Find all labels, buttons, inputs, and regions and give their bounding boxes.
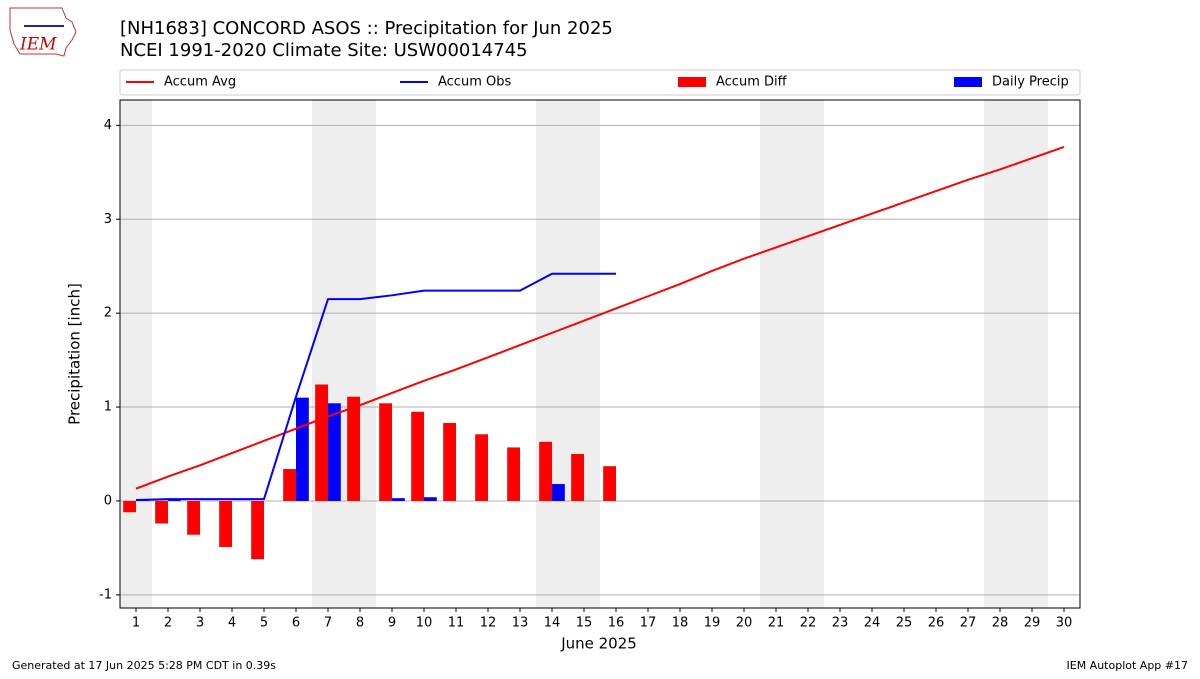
x-tick-label: 11 <box>448 616 465 631</box>
x-tick-label: 8 <box>356 616 364 631</box>
legend-swatch <box>678 77 706 87</box>
x-axis-label: June 2025 <box>560 635 637 653</box>
plot-frame <box>119 99 1081 609</box>
weekend-shade <box>536 100 600 608</box>
x-tick-label: 7 <box>324 616 332 631</box>
bar <box>315 384 328 501</box>
bar <box>411 411 424 501</box>
y-axis-label: Precipitation [inch] <box>66 283 84 425</box>
bar <box>296 397 309 501</box>
y-tick-label: 4 <box>104 118 112 133</box>
bar <box>168 500 181 501</box>
x-tick-label: 30 <box>1056 616 1073 631</box>
logo: IEM <box>9 7 77 57</box>
logo-text: IEM <box>19 35 57 55</box>
bar <box>392 498 405 501</box>
bar <box>603 466 616 501</box>
weekend-shade <box>312 100 376 608</box>
bar <box>507 447 520 501</box>
bar <box>219 500 232 547</box>
x-tick-label: 5 <box>260 616 268 631</box>
x-tick-label: 27 <box>960 616 977 631</box>
y-tick-label: 2 <box>104 306 112 321</box>
bar <box>155 500 168 524</box>
weekend-shade <box>760 100 824 608</box>
x-tick-label: 21 <box>768 616 785 631</box>
x-tick-label: 19 <box>704 616 721 631</box>
bar <box>571 454 584 501</box>
bar <box>424 497 437 501</box>
x-tick-label: 12 <box>480 616 497 631</box>
legend-label: Accum Obs <box>438 75 511 90</box>
x-tick-label: 25 <box>896 616 913 631</box>
x-tick-label: 14 <box>544 616 561 631</box>
chart-subtitle: NCEI 1991-2020 Climate Site: USW00014745 <box>120 40 528 61</box>
x-tick-label: 28 <box>992 616 1009 631</box>
x-tick-label: 9 <box>388 616 396 631</box>
legend-label: Daily Precip <box>992 75 1069 90</box>
x-tick-label: 1 <box>132 616 140 631</box>
bar <box>283 469 296 501</box>
x-tick-label: 16 <box>608 616 625 631</box>
legend-label: Accum Avg <box>164 75 236 90</box>
x-tick-label: 20 <box>736 616 753 631</box>
x-tick-label: 15 <box>576 616 593 631</box>
bar <box>443 423 456 501</box>
x-tick-label: 29 <box>1024 616 1041 631</box>
y-tick-label: 3 <box>104 212 112 227</box>
y-tick-label: -1 <box>99 587 112 602</box>
footer-left: Generated at 17 Jun 2025 5:28 PM CDT in … <box>12 659 276 672</box>
bar <box>187 500 200 535</box>
y-tick-label: 1 <box>104 400 112 415</box>
bar <box>539 441 552 501</box>
legend-label: Accum Diff <box>716 75 788 90</box>
x-tick-label: 2 <box>164 616 172 631</box>
line <box>135 272 616 502</box>
x-tick-label: 17 <box>640 616 657 631</box>
x-tick-label: 18 <box>672 616 689 631</box>
legend-box <box>119 69 1081 96</box>
line <box>135 146 1065 490</box>
bar <box>347 396 360 501</box>
y-tick-label: 0 <box>104 493 112 508</box>
x-tick-label: 3 <box>196 616 204 631</box>
bar <box>552 484 565 501</box>
bar <box>328 403 341 501</box>
bar <box>475 434 488 501</box>
x-tick-label: 22 <box>800 616 817 631</box>
weekend-shade <box>120 100 152 608</box>
x-tick-label: 26 <box>928 616 945 631</box>
bar <box>379 403 392 501</box>
bar <box>123 500 136 513</box>
legend-swatch <box>954 77 982 87</box>
x-tick-label: 23 <box>832 616 849 631</box>
chart-title: [NH1683] CONCORD ASOS :: Precipitation f… <box>120 18 613 39</box>
x-tick-label: 13 <box>512 616 529 631</box>
x-tick-label: 10 <box>416 616 433 631</box>
bar <box>251 500 264 560</box>
x-tick-label: 4 <box>228 616 236 631</box>
weekend-shade <box>984 100 1048 608</box>
x-tick-label: 24 <box>864 616 881 631</box>
x-tick-label: 6 <box>292 616 300 631</box>
footer-right: IEM Autoplot App #17 <box>1067 659 1189 672</box>
